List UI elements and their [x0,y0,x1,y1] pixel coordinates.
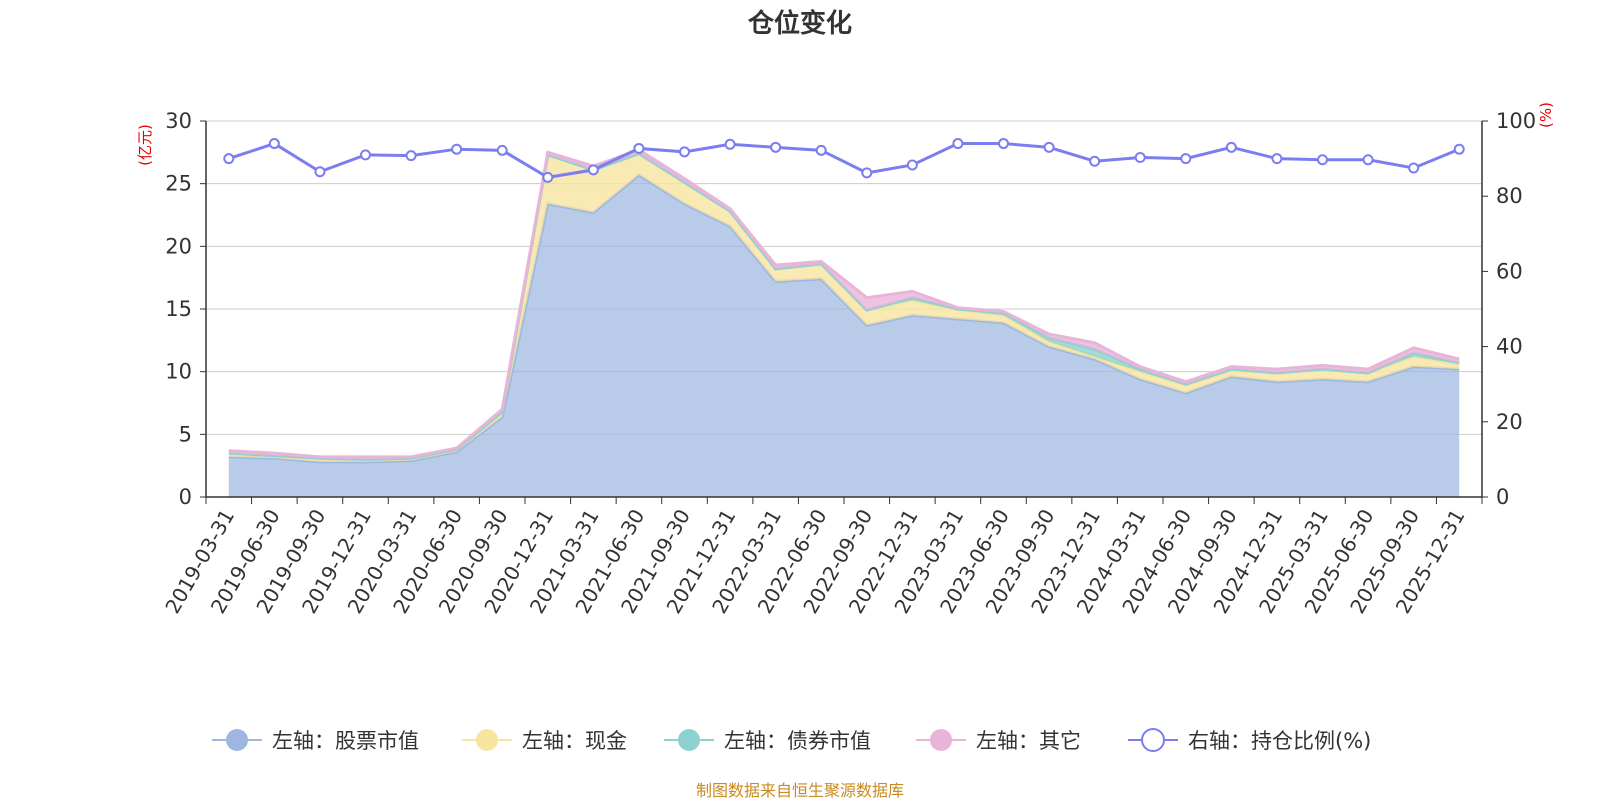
legend-label: 左轴：股票市值 [272,729,419,753]
right-axis-tick-label: 60 [1496,259,1523,283]
left-axis-tick-label: 15 [165,297,192,321]
right-axis-tick-label: 100 [1496,109,1536,133]
ratio-point [268,138,280,150]
legend-marker [1141,728,1165,752]
left-axis-unit: (亿元) [136,124,154,166]
ratio-point [861,167,873,179]
holding-ratio-line [223,138,1465,183]
ratio-point [1180,153,1192,165]
ratio-point [1271,153,1283,165]
left-axis-tick-label: 5 [179,422,192,446]
ratio-point [587,164,599,176]
ratio-point [770,141,782,153]
ratio-point [1362,154,1374,166]
right-axis-tick-label: 20 [1496,410,1523,434]
ratio-point [952,138,964,150]
legend-label: 左轴：其它 [976,729,1081,753]
left-axis-tick-label: 20 [165,234,192,258]
ratio-point [223,153,235,165]
ratio-point [451,143,463,155]
ratio-point [360,149,371,161]
right-axis-tick-label: 0 [1496,485,1509,509]
ratio-point [1089,155,1101,167]
legend-marker [476,729,498,751]
legend-label: 左轴：现金 [522,729,627,753]
right-axis-tick-label: 40 [1496,335,1523,359]
legend-label: 左轴：债券市值 [724,729,871,753]
legend-marker [678,729,700,751]
ratio-point [1453,143,1465,155]
area-1 [228,174,1460,497]
legend-label: 右轴：持仓比例(%) [1188,729,1371,753]
ratio-point [1225,141,1237,153]
right-axis-unit: (%) [1537,102,1555,128]
area-line-4 [228,148,1460,459]
area-2 [228,153,1460,462]
ratio-point [496,144,508,156]
ratio-point [906,159,918,171]
left-axis-tick-label: 25 [165,172,192,196]
ratio-point [633,142,645,154]
ratio-point [724,138,736,150]
ratio-point [405,150,417,162]
legend-marker [930,729,952,751]
left-axis-tick-label: 0 [179,485,192,509]
ratio-point [314,166,326,178]
ratio-point [1134,151,1146,163]
ratio-point [679,146,690,158]
chart-title: 仓位变化 [747,8,852,39]
ratio-point [1317,154,1328,166]
left-axis-tick-label: 10 [165,360,192,384]
legend: 左轴：股票市值 左轴：现金 左轴：债券市值 左轴：其它 右轴：持仓比例(%) [212,728,1371,753]
legend-marker [226,729,248,751]
source-note: 制图数据来自恒生聚源数据库 [696,781,904,800]
ratio-point [998,138,1009,150]
ratio-point [542,171,554,183]
ratio-point [815,144,827,156]
right-axis-tick-label: 80 [1496,184,1523,208]
left-axis-tick-label: 30 [165,109,192,133]
stacked-areas [228,148,1460,497]
ratio-point [1408,162,1420,174]
ratio-line [228,141,1460,179]
ratio-point [1043,141,1055,153]
